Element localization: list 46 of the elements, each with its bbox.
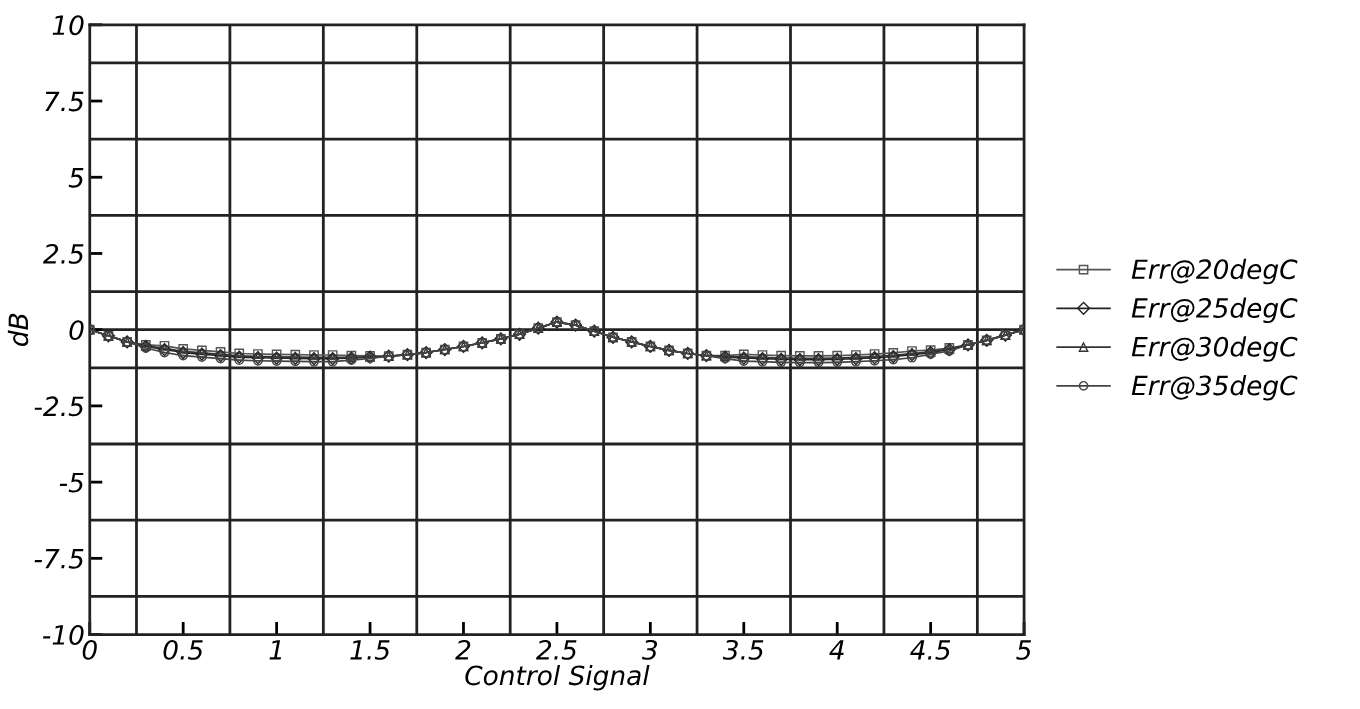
y-axis-title: dB xyxy=(7,313,29,346)
point xyxy=(253,355,263,366)
x-tick-label: 1.5 xyxy=(350,640,390,660)
point xyxy=(159,347,170,358)
y-tick-label: 5 xyxy=(68,168,84,188)
point xyxy=(178,350,189,361)
y-tick-label: 0 xyxy=(69,320,84,341)
point xyxy=(813,357,824,368)
point xyxy=(738,356,749,366)
legend-label: Err@30degC xyxy=(1131,336,1298,362)
point xyxy=(869,355,880,366)
y-tick-label: 7.5 xyxy=(45,91,84,112)
point xyxy=(309,356,319,367)
x-tick-label: 4.5 xyxy=(910,640,951,660)
x-tick-label: 3 xyxy=(642,639,658,660)
x-tick-label: 0.5 xyxy=(163,639,203,660)
point xyxy=(234,355,245,366)
x-tick-label: 5 xyxy=(1016,640,1032,660)
x-axis-title: Control Signal xyxy=(465,664,650,691)
legend-label: Err@25degC xyxy=(1131,297,1298,324)
x-tick-label: 2 xyxy=(455,639,471,660)
point xyxy=(271,356,282,366)
point xyxy=(197,352,207,362)
point xyxy=(851,356,861,367)
point xyxy=(794,357,805,368)
point xyxy=(327,356,338,367)
legend-label: Err@35degC xyxy=(1131,375,1298,401)
y-tick-label: -5 xyxy=(59,472,84,493)
legend-label: Err@20degC xyxy=(1131,258,1298,285)
point xyxy=(776,357,787,368)
point xyxy=(215,353,226,364)
x-tick-label: 4 xyxy=(829,640,844,660)
point xyxy=(907,352,917,363)
y-tick-label: 10 xyxy=(52,15,84,36)
x-tick-label: 0 xyxy=(82,639,97,660)
y-tick-label: -7.5 xyxy=(34,549,84,569)
point xyxy=(757,356,768,367)
point xyxy=(290,356,301,367)
x-tick-label: 2.5 xyxy=(536,639,577,660)
point xyxy=(888,354,899,365)
y-tick-label: -2.5 xyxy=(34,396,84,417)
y-tick-label: 2.5 xyxy=(43,243,84,264)
y-tick-label: -10 xyxy=(42,625,84,645)
point xyxy=(832,357,843,368)
x-tick-label: 3.5 xyxy=(722,639,764,660)
x-tick-label: 1 xyxy=(269,640,282,660)
